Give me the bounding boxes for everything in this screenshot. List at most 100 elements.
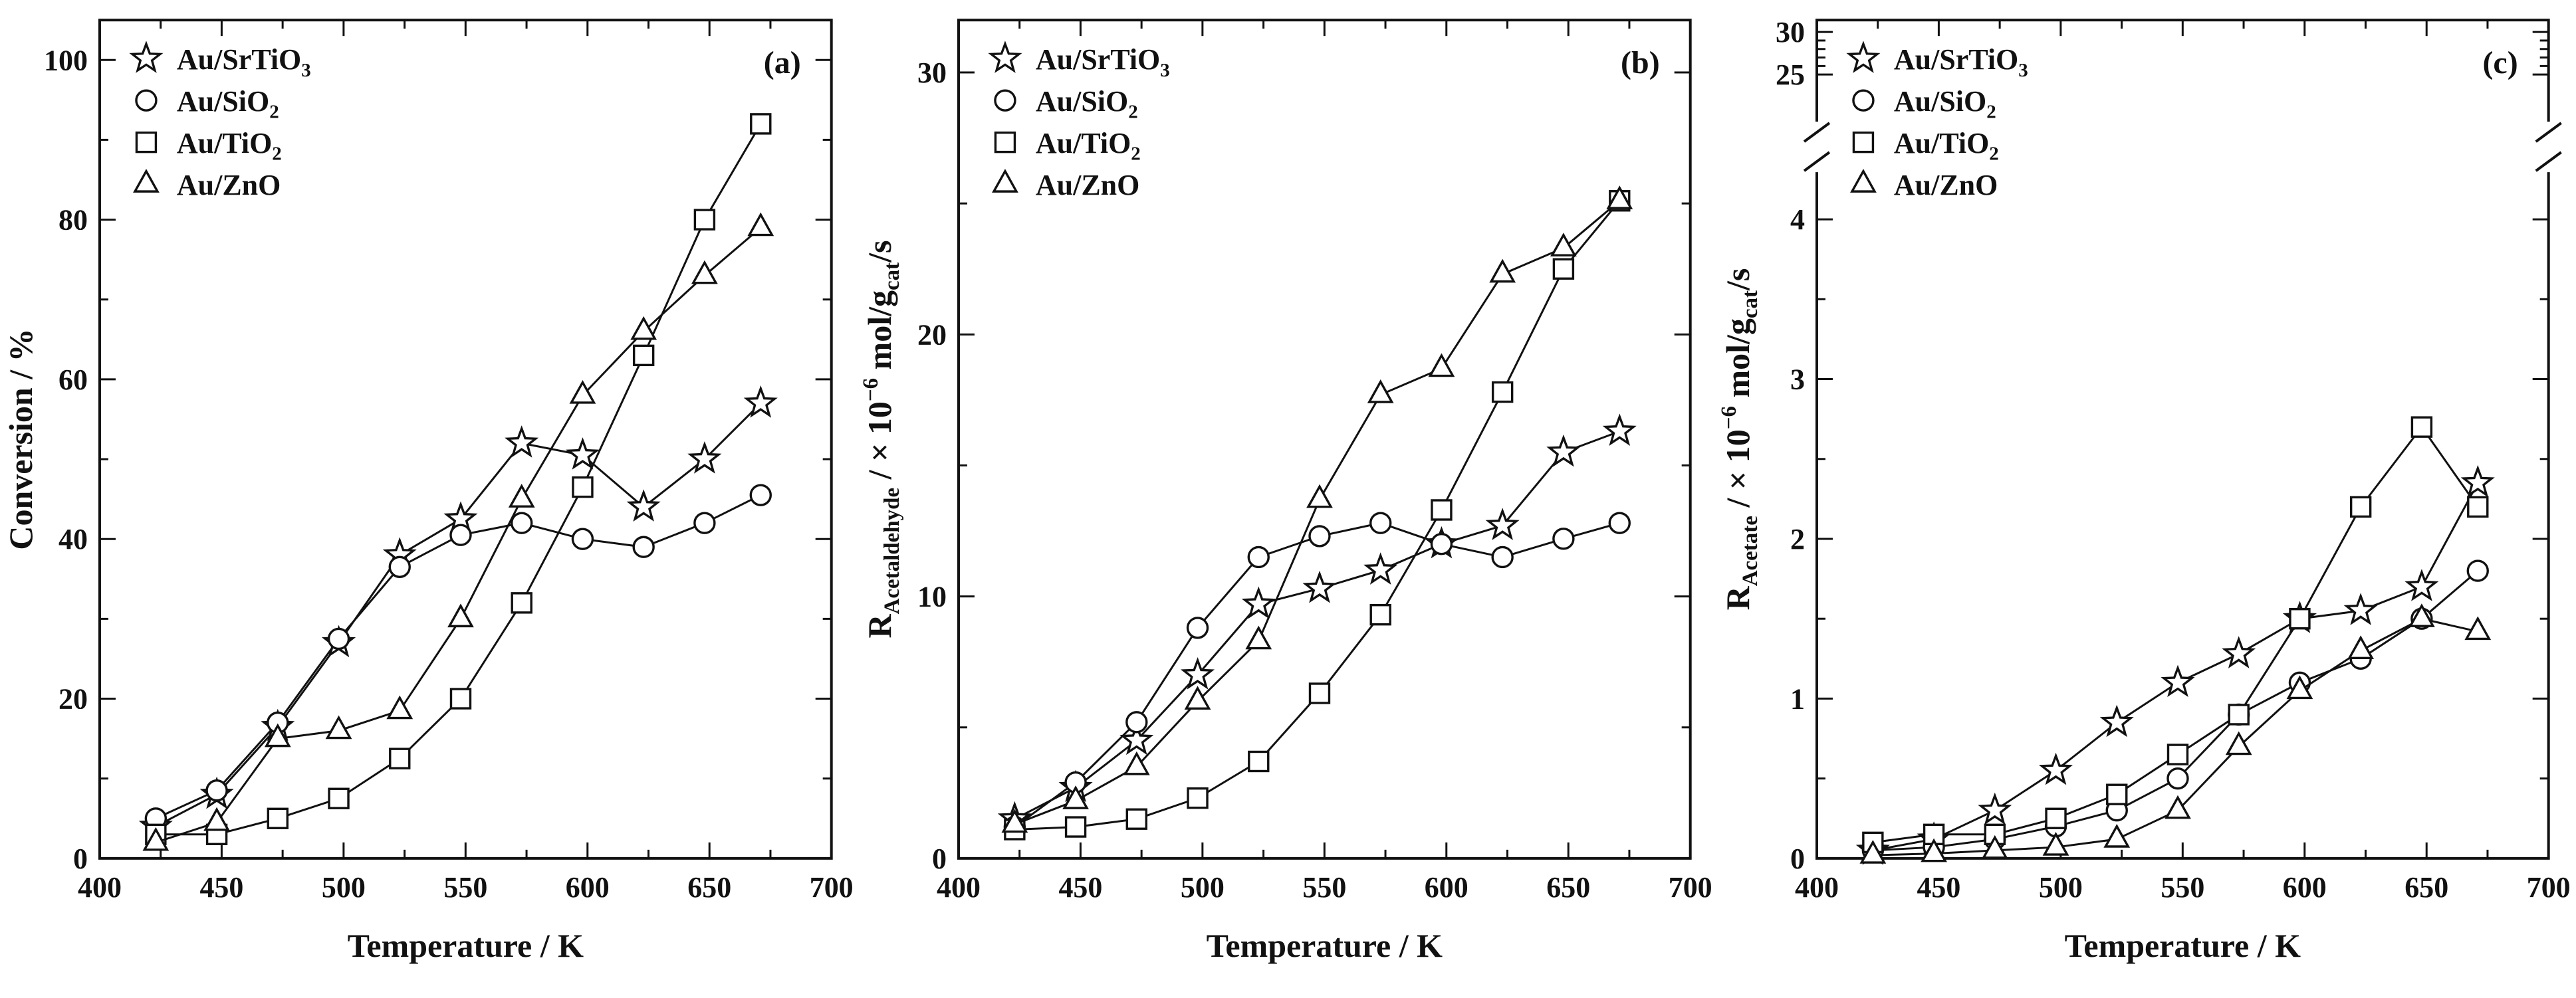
legend-item-au-sio2: Au/SiO2 — [1852, 85, 1996, 123]
marker-star-icon — [1602, 413, 1637, 446]
marker-circle-icon — [388, 555, 411, 578]
marker-triangle-icon — [991, 169, 1018, 193]
axis-break-icon — [2535, 122, 2563, 143]
marker-triangle-icon — [630, 316, 657, 340]
marker-square-icon — [1491, 381, 1514, 403]
marker-star-icon — [129, 41, 164, 73]
y-tick-label: 20 — [59, 683, 88, 716]
legend-item-au-sio2: Au/SiO2 — [135, 85, 279, 123]
marker-circle-icon — [693, 512, 716, 534]
y-tick-label: 2 — [1790, 523, 1805, 555]
marker-circle-icon — [571, 528, 594, 550]
marker-square-icon — [2167, 744, 2189, 765]
series-au-srtio3 — [1856, 464, 2496, 865]
x-tick-label: 400 — [1795, 871, 1839, 904]
marker-star-icon — [1119, 722, 1153, 755]
marker-star-icon — [1546, 434, 1581, 467]
y-axis-title: RAcetaldehyde / × 10−6 mol/gcat/s — [859, 240, 904, 638]
marker-star-icon — [626, 489, 661, 522]
marker-triangle-icon — [133, 169, 160, 193]
marker-star-icon — [743, 385, 778, 418]
y-tick-label: 30 — [917, 56, 947, 89]
marker-triangle-icon — [2408, 603, 2436, 627]
marker-triangle-icon — [1367, 379, 1394, 403]
marker-triangle-icon — [1184, 686, 1211, 710]
x-tick-label: 450 — [1058, 871, 1102, 904]
marker-triangle-icon — [1488, 258, 1516, 283]
marker-square-icon — [2467, 496, 2489, 518]
marker-triangle-icon — [1550, 233, 1577, 256]
marker-triangle-icon — [2103, 824, 2131, 848]
x-tick-label: 500 — [322, 871, 366, 904]
marker-circle-icon — [1608, 512, 1631, 534]
marker-square-icon — [1552, 258, 1574, 280]
marker-circle-icon — [1247, 546, 1270, 569]
series-line — [1873, 482, 2479, 852]
marker-triangle-icon — [691, 260, 718, 284]
series-au-tio2 — [145, 113, 772, 846]
y-tick-label: 25 — [1776, 58, 1805, 91]
marker-triangle-icon — [2286, 675, 2313, 700]
marker-square-icon — [572, 476, 594, 498]
marker-circle-icon — [632, 536, 655, 558]
legend-label: Au/SiO2 — [1036, 85, 1138, 123]
x-tick-label: 450 — [1917, 871, 1961, 904]
marker-star-icon — [2404, 569, 2439, 601]
panel-a: 400 450 500 550 600 650 700 0 20 40 60 80 100 Au/SrTi… — [0, 0, 859, 998]
x-tick-label: 500 — [2039, 871, 2083, 904]
y-axis-title: RAcetate / × 10−6 mol/gcat/s — [1717, 268, 1762, 611]
marker-circle-icon — [1491, 546, 1514, 569]
x-tick-label: 650 — [687, 871, 731, 904]
legend-item-au-srtio3: Au/SrTiO3 — [1846, 41, 2028, 81]
marker-square-icon — [632, 344, 655, 367]
marker-circle-icon — [449, 524, 472, 546]
x-tick-label: 700 — [2527, 871, 2571, 904]
series-au-tio2 — [1862, 416, 2489, 854]
marker-circle-icon — [1369, 512, 1392, 534]
marker-triangle-icon — [2042, 832, 2069, 856]
panel-c: 400 450 500 550 600 650 700 0 1 2 3 4 25 30 Au/SrTiO3 A… — [1717, 0, 2576, 998]
legend-item-au-zno: Au/ZnO — [133, 169, 281, 201]
y-tick-label: 4 — [1790, 203, 1805, 236]
marker-square-icon — [1853, 131, 1875, 153]
marker-triangle-icon — [1606, 185, 1633, 209]
marker-triangle-icon — [508, 484, 535, 508]
x-tick-label: 550 — [1302, 871, 1346, 904]
y-tick-label: 0 — [932, 843, 947, 875]
series-line — [1873, 617, 2478, 856]
x-tick-label: 550 — [443, 871, 487, 904]
axis-break-icon — [1804, 122, 1831, 143]
marker-square-icon — [1247, 750, 1270, 773]
marker-square-icon — [2350, 496, 2372, 518]
marker-circle-icon — [2166, 767, 2190, 790]
series-au-sio2 — [144, 484, 772, 830]
y-tick-label: 3 — [1790, 363, 1805, 396]
legend-item-au-tio2: Au/TiO2 — [135, 127, 282, 165]
marker-circle-icon — [1125, 711, 1148, 734]
series-au-srtio3 — [997, 413, 1637, 834]
legend-item-au-zno: Au/ZnO — [991, 169, 1139, 201]
x-tick-label: 400 — [937, 871, 981, 904]
legend-item-au-srtio3: Au/SrTiO3 — [129, 41, 311, 81]
legend-label: Au/TiO2 — [1036, 127, 1141, 165]
y-tick-label: 10 — [917, 581, 947, 613]
marker-triangle-icon — [447, 603, 474, 628]
x-tick-label: 700 — [810, 871, 854, 904]
marker-triangle-icon — [264, 723, 291, 748]
marker-star-icon — [565, 437, 600, 470]
marker-star-icon — [687, 441, 722, 474]
series-au-zno — [1859, 603, 2492, 864]
y-axis-title: Conversion / % — [2, 328, 39, 549]
x-tick-label: 600 — [566, 871, 610, 904]
marker-square-icon — [750, 113, 772, 135]
series-line — [1014, 200, 1621, 831]
axis-ticks — [98, 20, 833, 860]
marker-circle-icon — [511, 512, 533, 534]
marker-circle-icon — [2466, 559, 2490, 582]
x-tick-label: 700 — [1668, 871, 1712, 904]
x-tick-label: 600 — [1424, 871, 1468, 904]
marker-square-icon — [1125, 808, 1147, 830]
chart-panel-c: 400 450 500 550 600 650 700012342530Au/SrTiO3A… — [1717, 16, 2571, 964]
marker-circle-icon — [1186, 617, 1209, 639]
